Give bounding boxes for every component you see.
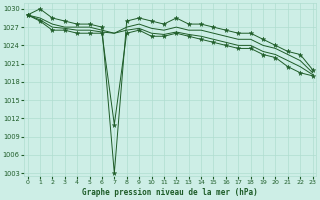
- X-axis label: Graphe pression niveau de la mer (hPa): Graphe pression niveau de la mer (hPa): [82, 188, 258, 197]
